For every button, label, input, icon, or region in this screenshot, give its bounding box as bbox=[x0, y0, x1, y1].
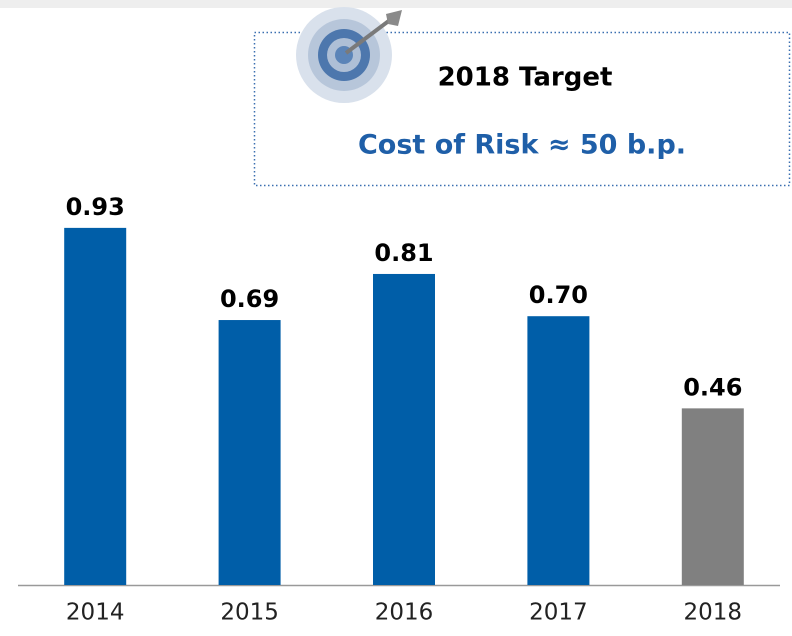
top-band bbox=[0, 0, 792, 8]
bar bbox=[373, 273, 435, 585]
bar bbox=[218, 320, 281, 585]
x-tick-label: 2015 bbox=[220, 600, 279, 626]
bar bbox=[681, 408, 744, 585]
value-label: 0.69 bbox=[220, 285, 279, 313]
target-icon bbox=[296, 7, 402, 103]
bar bbox=[527, 316, 590, 585]
x-tick-label: 2018 bbox=[684, 600, 743, 626]
value-label: 0.70 bbox=[529, 281, 588, 309]
annotation-text: Cost of Risk ≈ 50 b.p. bbox=[358, 130, 686, 161]
x-tick-label: 2016 bbox=[375, 600, 434, 626]
x-tick-label: 2017 bbox=[529, 600, 588, 626]
x-tick-label: 2014 bbox=[66, 600, 125, 626]
annotation-title: 2018 Target bbox=[438, 63, 613, 93]
value-label: 0.46 bbox=[683, 373, 742, 401]
bar bbox=[64, 227, 127, 585]
value-label: 0.81 bbox=[374, 239, 433, 267]
value-label: 0.93 bbox=[66, 193, 125, 221]
